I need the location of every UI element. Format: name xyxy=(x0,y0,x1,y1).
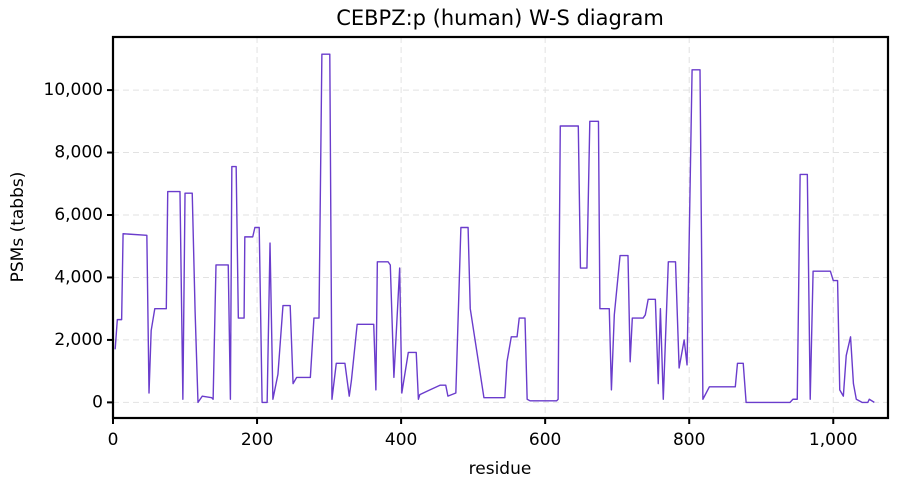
x-tick-label: 400 xyxy=(385,430,417,450)
y-tick-label: 0 xyxy=(92,392,103,412)
x-tick-label: 200 xyxy=(241,430,273,450)
x-axis-label: residue xyxy=(469,459,532,479)
data-line xyxy=(114,53,875,404)
y-tick-label: 2,000 xyxy=(54,330,103,350)
y-tick-label: 8,000 xyxy=(54,143,103,163)
y-axis-label: PSMs (tabbs) xyxy=(8,172,28,283)
plot-frame xyxy=(111,35,890,420)
x-tick-label: 0 xyxy=(108,430,119,450)
x-tick-label: 1,000 xyxy=(809,430,858,450)
y-tick-label: 4,000 xyxy=(54,267,103,287)
x-tick-label: 600 xyxy=(529,430,561,450)
chart-title: CEBPZ:p (human) W-S diagram xyxy=(336,6,664,30)
x-tick-label: 800 xyxy=(673,430,705,450)
y-tick-label: 10,000 xyxy=(44,80,103,100)
y-tick-label: 6,000 xyxy=(54,205,103,225)
